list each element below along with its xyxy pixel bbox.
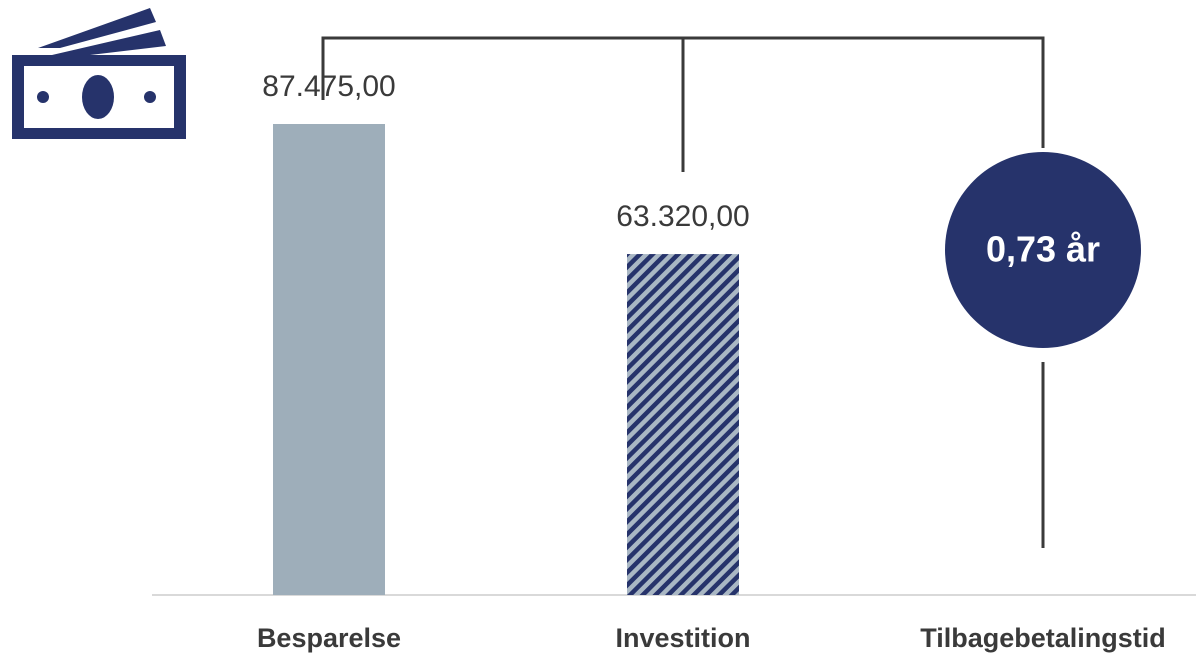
category-label: Investition	[615, 623, 750, 653]
category-label: Tilbagebetalingstid	[920, 623, 1166, 653]
bar	[273, 124, 385, 595]
bar	[627, 254, 739, 596]
money-icon	[12, 8, 186, 139]
connector-lines	[321, 36, 1045, 548]
category-label: Besparelse	[257, 623, 401, 653]
payback-label: 0,73 år	[986, 229, 1100, 270]
payback-circle	[945, 152, 1141, 348]
value-label: 87.475,00	[262, 70, 395, 103]
value-label: 63.320,00	[616, 200, 749, 233]
